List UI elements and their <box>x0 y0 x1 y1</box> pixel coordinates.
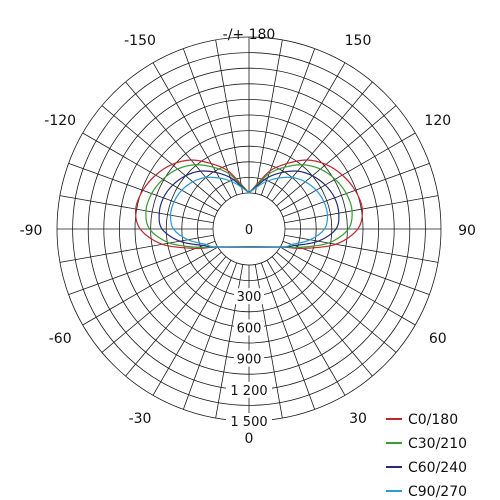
angle-label-neg120: -120 <box>44 113 76 129</box>
grid-spoke <box>215 39 244 194</box>
grid-spoke <box>68 162 216 218</box>
grid-spoke <box>101 251 222 353</box>
radial-tick-label: 1 200 <box>230 384 267 399</box>
grid-spoke <box>284 195 439 224</box>
legend-label-c60-240: C60/240 <box>408 460 467 476</box>
grid-spoke <box>182 262 238 410</box>
grid-spoke <box>276 251 397 353</box>
grid-spoke <box>282 162 430 218</box>
radial-tick-label: 900 <box>237 353 262 368</box>
angle-label-90: 90 <box>458 223 476 239</box>
radial-tick-label: 600 <box>237 321 262 336</box>
grid-spoke <box>59 234 214 263</box>
grid-spoke <box>254 39 283 194</box>
series-c90-270-curve <box>169 176 329 248</box>
grid-spoke <box>276 105 397 207</box>
angle-label-30: 30 <box>349 411 367 427</box>
grid-spoke <box>101 105 222 207</box>
grid-spoke <box>266 62 346 199</box>
grid-spoke <box>284 234 439 263</box>
angle-label-neg90: -90 <box>20 223 43 239</box>
radial-tick-label: 0 <box>245 223 253 238</box>
grid-spoke <box>125 81 227 202</box>
angle-label-150: 150 <box>345 33 372 49</box>
grid-spoke <box>271 81 373 202</box>
angle-label-60: 60 <box>429 331 447 347</box>
radial-tick-labels: 0 300 600 900 1 200 1 500 <box>226 221 272 430</box>
grid-spoke <box>152 259 232 396</box>
grid-spoke <box>82 246 219 326</box>
angle-label-120: 120 <box>424 113 451 129</box>
radial-tick-background <box>226 413 272 429</box>
radial-tick-background <box>242 221 256 237</box>
grid-spoke <box>279 132 416 212</box>
angle-label-neg150: -150 <box>124 33 156 49</box>
grid-spoke <box>282 240 430 296</box>
grid-spoke <box>82 132 219 212</box>
radial-tick-background <box>234 288 264 305</box>
angle-labels: -/+ 180 150 -150 120 -120 90 -90 60 -60 30 -30 0 <box>20 27 476 447</box>
grid-spoke <box>279 246 416 326</box>
legend-label-c0-180: C0/180 <box>408 412 458 428</box>
grid-spoke <box>68 240 216 296</box>
grid-spoke <box>59 195 214 224</box>
grid-spoke <box>266 259 346 396</box>
legend-label-c90-270: C90/270 <box>408 484 467 500</box>
legend-label-c30-210: C30/210 <box>408 436 467 452</box>
radial-tick-background <box>234 350 264 367</box>
angle-label-neg30: -30 <box>129 411 152 427</box>
grid-spoke <box>260 262 316 410</box>
angle-label-180: -/+ 180 <box>223 27 276 43</box>
radial-tick-label: 300 <box>237 290 262 305</box>
grid-spoke <box>271 256 373 377</box>
grid-spoke <box>152 62 232 199</box>
grid-spoke <box>125 256 227 377</box>
angle-label-0: 0 <box>245 431 254 447</box>
angle-label-neg60: -60 <box>49 331 72 347</box>
radial-tick-label: 1 500 <box>230 415 267 430</box>
intensity-curves <box>134 159 364 250</box>
radial-tick-background <box>226 381 272 398</box>
legend: C0/180 C30/210 C60/240 C90/270 <box>386 412 467 500</box>
radial-tick-background <box>234 319 264 336</box>
